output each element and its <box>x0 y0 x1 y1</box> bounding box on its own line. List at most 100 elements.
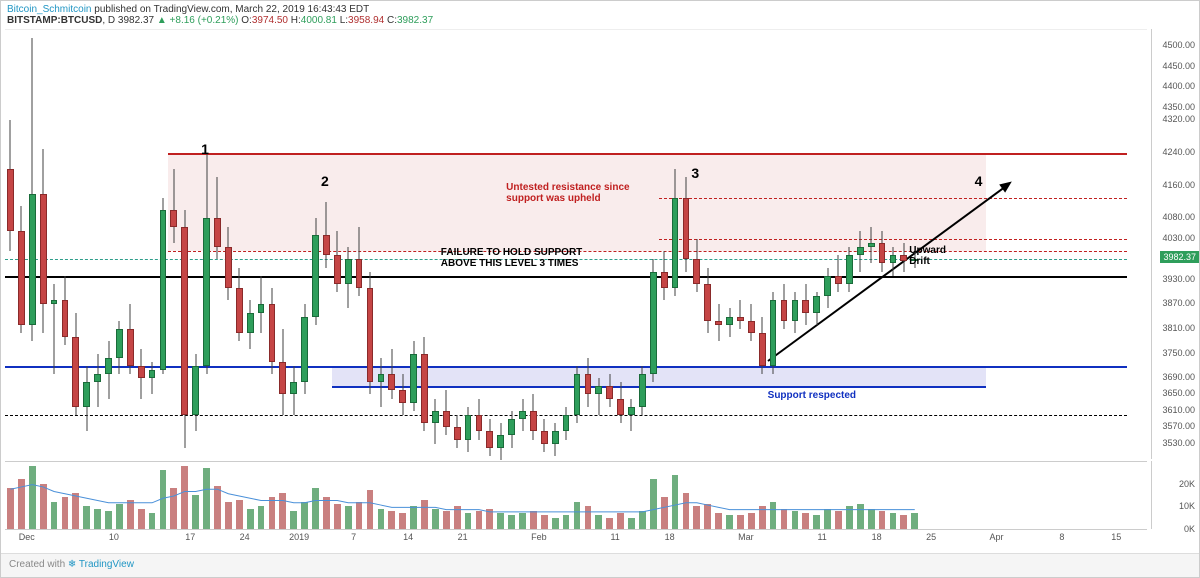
candle[interactable] <box>7 30 14 460</box>
candle[interactable] <box>595 30 602 460</box>
candle[interactable] <box>18 30 25 460</box>
candle[interactable] <box>715 30 722 460</box>
candle[interactable] <box>683 30 690 460</box>
candle[interactable] <box>454 30 461 460</box>
candle[interactable] <box>432 30 439 460</box>
x-tick: 11 <box>817 532 826 542</box>
candle[interactable] <box>192 30 199 460</box>
y-tick: 3610.00 <box>1162 405 1195 415</box>
candle[interactable] <box>29 30 36 460</box>
candle[interactable] <box>105 30 112 460</box>
candle[interactable] <box>737 30 744 460</box>
candle[interactable] <box>704 30 711 460</box>
candle[interactable] <box>236 30 243 460</box>
c-label: C: <box>384 15 397 26</box>
candle[interactable] <box>388 30 395 460</box>
candle[interactable] <box>563 30 570 460</box>
candle[interactable] <box>345 30 352 460</box>
candle[interactable] <box>465 30 472 460</box>
candle[interactable] <box>62 30 69 460</box>
candle[interactable] <box>181 30 188 460</box>
volume-pane[interactable] <box>5 461 1147 529</box>
candle[interactable] <box>628 30 635 460</box>
volume-axis[interactable]: 20K10K0K <box>1151 461 1199 529</box>
candle[interactable] <box>508 30 515 460</box>
candle[interactable] <box>290 30 297 460</box>
candle[interactable] <box>890 30 897 460</box>
x-tick: Apr <box>989 532 1003 542</box>
x-tick: Mar <box>738 532 754 542</box>
support-zone <box>332 366 986 386</box>
candle[interactable] <box>356 30 363 460</box>
candle[interactable] <box>214 30 221 460</box>
tradingview-logo[interactable]: ❄ TradingView <box>68 559 134 570</box>
candle[interactable] <box>51 30 58 460</box>
y-tick: 4160.00 <box>1162 180 1195 190</box>
candle[interactable] <box>94 30 101 460</box>
y-tick: 3930.00 <box>1162 274 1195 284</box>
candle[interactable] <box>748 30 755 460</box>
candle[interactable] <box>552 30 559 460</box>
candle[interactable] <box>323 30 330 460</box>
candle[interactable] <box>476 30 483 460</box>
candle[interactable] <box>606 30 613 460</box>
candle[interactable] <box>726 30 733 460</box>
candle[interactable] <box>900 30 907 460</box>
candle[interactable] <box>258 30 265 460</box>
candle[interactable] <box>410 30 417 460</box>
x-tick: 24 <box>240 532 250 542</box>
candle[interactable] <box>160 30 167 460</box>
candle[interactable] <box>312 30 319 460</box>
candle[interactable] <box>116 30 123 460</box>
candle[interactable] <box>269 30 276 460</box>
publish-meta: published on TradingView.com, March 22, … <box>91 4 369 15</box>
candle[interactable] <box>279 30 286 460</box>
candle[interactable] <box>83 30 90 460</box>
candle[interactable] <box>661 30 668 460</box>
candle[interactable] <box>574 30 581 460</box>
candle[interactable] <box>72 30 79 460</box>
candle[interactable] <box>530 30 537 460</box>
candle[interactable] <box>421 30 428 460</box>
candle[interactable] <box>759 30 766 460</box>
l-val: 3958.94 <box>348 15 384 26</box>
candle[interactable] <box>486 30 493 460</box>
candle[interactable] <box>127 30 134 460</box>
price-axis[interactable]: 4500.004450.004400.004350.004320.004240.… <box>1151 29 1199 459</box>
candle[interactable] <box>497 30 504 460</box>
candle[interactable] <box>149 30 156 460</box>
candle[interactable] <box>672 30 679 460</box>
y-tick: 3690.00 <box>1162 372 1195 382</box>
x-tick: 25 <box>926 532 936 542</box>
candle[interactable] <box>40 30 47 460</box>
candle[interactable] <box>367 30 374 460</box>
candle[interactable] <box>639 30 646 460</box>
l-label: L: <box>337 15 348 26</box>
candle[interactable] <box>399 30 406 460</box>
candle[interactable] <box>138 30 145 460</box>
candle[interactable] <box>617 30 624 460</box>
candle[interactable] <box>378 30 385 460</box>
candle[interactable] <box>650 30 657 460</box>
candle[interactable] <box>585 30 592 460</box>
candle[interactable] <box>857 30 864 460</box>
price-pane[interactable]: Untested resistance since support was up… <box>5 29 1147 459</box>
candle[interactable] <box>247 30 254 460</box>
candle[interactable] <box>541 30 548 460</box>
candle[interactable] <box>225 30 232 460</box>
candle[interactable] <box>334 30 341 460</box>
h-val: 4000.81 <box>301 15 337 26</box>
x-tick: 17 <box>185 532 195 542</box>
candle[interactable] <box>203 30 210 460</box>
candle[interactable] <box>443 30 450 460</box>
candle[interactable] <box>170 30 177 460</box>
y-tick: 4450.00 <box>1162 61 1195 71</box>
candle[interactable] <box>879 30 886 460</box>
author-name[interactable]: Bitcoin_Schmitcoin <box>7 4 91 15</box>
candle[interactable] <box>301 30 308 460</box>
time-axis[interactable]: Dec101724201971421Feb1118Mar111825Apr815 <box>5 529 1147 549</box>
footer: Created with ❄ TradingView <box>1 553 1199 577</box>
candle[interactable] <box>868 30 875 460</box>
candle[interactable] <box>519 30 526 460</box>
candle[interactable] <box>693 30 700 460</box>
